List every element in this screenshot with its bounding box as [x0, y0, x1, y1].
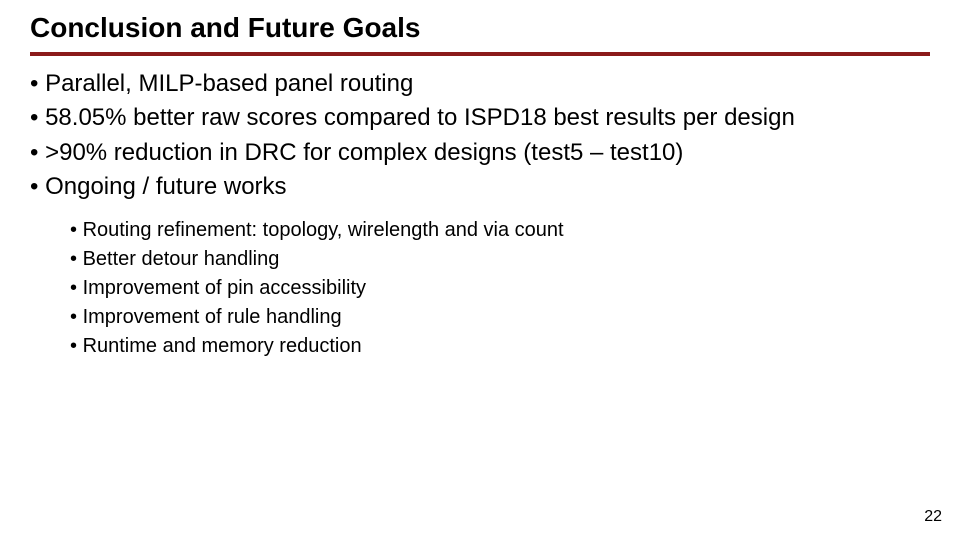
slide-title: Conclusion and Future Goals — [30, 12, 420, 44]
title-underline — [30, 52, 930, 56]
list-item: Improvement of pin accessibility — [70, 274, 930, 303]
main-bullet-list: Parallel, MILP-based panel routing 58.05… — [30, 68, 930, 206]
list-item: Improvement of rule handling — [70, 303, 930, 332]
page-number: 22 — [924, 508, 942, 526]
list-item: 58.05% better raw scores compared to ISP… — [30, 102, 930, 136]
list-item: >90% reduction in DRC for complex design… — [30, 137, 930, 171]
list-item: Ongoing / future works — [30, 171, 930, 205]
slide: Conclusion and Future Goals Parallel, MI… — [0, 0, 960, 540]
list-item: Parallel, MILP-based panel routing — [30, 68, 930, 102]
slide-content: Parallel, MILP-based panel routing 58.05… — [30, 68, 930, 361]
list-item: Routing refinement: topology, wirelength… — [70, 216, 930, 245]
sub-bullet-list: Routing refinement: topology, wirelength… — [30, 216, 930, 361]
list-item: Runtime and memory reduction — [70, 332, 930, 361]
list-item: Better detour handling — [70, 245, 930, 274]
